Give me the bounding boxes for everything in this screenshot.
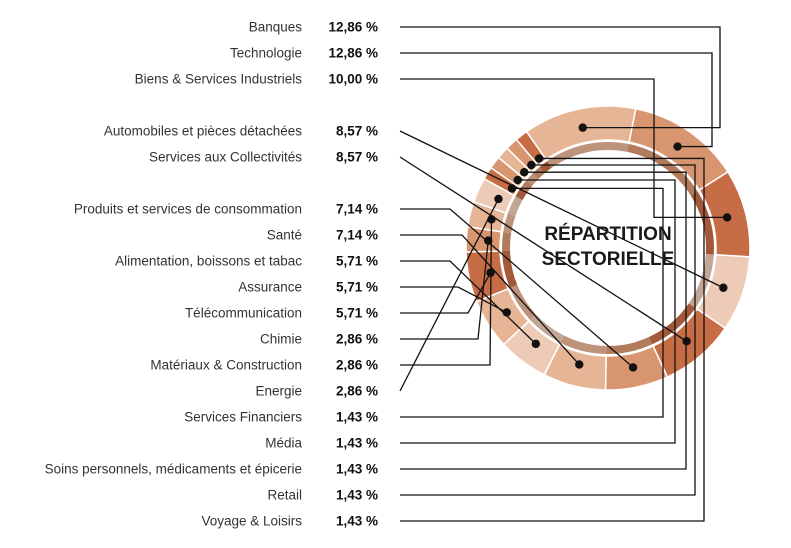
value-label: 2,86 % <box>336 358 378 373</box>
category-label: Soins personnels, médicaments et épiceri… <box>45 462 302 477</box>
inner-band-segment <box>560 335 607 354</box>
inner-band-segment <box>627 144 698 196</box>
leader-dot <box>722 213 732 222</box>
leader-line <box>400 208 634 368</box>
category-label: Alimentation, boissons et tabac <box>115 254 302 269</box>
leader-line <box>400 234 580 365</box>
leader-dot <box>719 283 728 292</box>
leader-dot <box>527 160 536 170</box>
leader-dot <box>575 360 584 369</box>
leader-line <box>400 171 687 470</box>
leader-dot <box>494 194 503 204</box>
leader-line <box>400 179 676 444</box>
leader-line <box>399 130 724 289</box>
value-labels: 12,86 % 12,86 % 10,00 % 8,57 % 8,57 % 7,14 % 7… <box>328 20 378 529</box>
value-label: 12,86 % <box>328 46 378 61</box>
inner-band-segment <box>532 166 545 180</box>
leader-lines <box>399 26 732 522</box>
leader-dot <box>519 167 529 177</box>
category-label: Produits et services de consommation <box>74 202 302 217</box>
leader-dot <box>484 236 493 245</box>
leader-dot <box>513 175 522 185</box>
inner-band-segment <box>507 196 523 217</box>
category-label: Automobiles et pièces détachées <box>104 124 302 139</box>
category-label: Chimie <box>260 332 302 347</box>
leader-dot <box>534 154 544 163</box>
inner-band-segment <box>503 213 516 234</box>
value-label: 1,43 % <box>336 514 378 529</box>
category-label: Energie <box>255 384 302 399</box>
value-label: 1,43 % <box>336 436 378 451</box>
leader-line <box>400 52 713 148</box>
leader-dot <box>502 308 511 317</box>
category-label: Biens & Services Industriels <box>135 72 303 87</box>
value-label: 1,43 % <box>336 488 378 503</box>
inner-band-segment <box>690 191 714 255</box>
leader-line <box>400 78 728 219</box>
chart-title-line-2: SECTORIELLE <box>542 249 675 270</box>
inner-band-segment <box>502 250 518 289</box>
category-label: Banques <box>249 20 303 35</box>
donut-inner-ring <box>502 142 714 355</box>
leader-dot <box>628 363 638 372</box>
value-label: 5,71 % <box>336 280 378 295</box>
leader-dot <box>507 184 517 193</box>
leader-line <box>400 219 493 366</box>
inner-band-segment <box>520 180 533 193</box>
value-label: 1,43 % <box>336 462 378 477</box>
leader-dot <box>578 123 587 132</box>
value-label: 2,86 % <box>336 384 378 399</box>
leader-dot <box>673 142 682 151</box>
value-label: 8,57 % <box>336 150 378 165</box>
inner-band-segment <box>539 161 552 174</box>
leader-line <box>399 198 500 392</box>
inner-band-segment <box>648 303 696 345</box>
chart-title-line-1: RÉPARTITION <box>544 223 671 245</box>
category-label: Technologie <box>230 46 302 61</box>
inner-band-segment <box>547 142 629 168</box>
leader-dot <box>531 339 541 349</box>
category-labels: Banques Technologie Biens & Services Indus… <box>45 20 303 529</box>
inner-band-segment <box>502 232 512 252</box>
leader-line <box>399 156 687 342</box>
value-label: 7,14 % <box>336 202 378 217</box>
leader-line <box>400 157 705 522</box>
category-label: Services aux Collectivités <box>149 150 302 165</box>
category-label: Retail <box>267 488 302 503</box>
inner-band-segment <box>606 337 653 355</box>
value-label: 8,57 % <box>336 124 378 139</box>
category-label: Télécommunication <box>185 306 302 321</box>
value-label: 2,86 % <box>336 332 378 347</box>
category-label: Assurance <box>238 280 302 295</box>
value-label: 7,14 % <box>336 228 378 243</box>
leader-line <box>400 187 664 418</box>
value-label: 12,86 % <box>328 20 378 35</box>
value-label: 10,00 % <box>328 72 378 87</box>
value-label: 1,43 % <box>336 410 378 425</box>
value-label: 5,71 % <box>336 254 378 269</box>
value-label: 5,71 % <box>336 306 378 321</box>
leader-line <box>400 164 696 496</box>
category-label: Voyage & Loisirs <box>201 514 302 529</box>
leader-line <box>400 26 721 129</box>
category-label: Santé <box>267 228 302 243</box>
category-label: Services Financiers <box>184 410 302 425</box>
category-label: Média <box>265 436 302 451</box>
category-label: Matériaux & Construction <box>150 358 302 373</box>
